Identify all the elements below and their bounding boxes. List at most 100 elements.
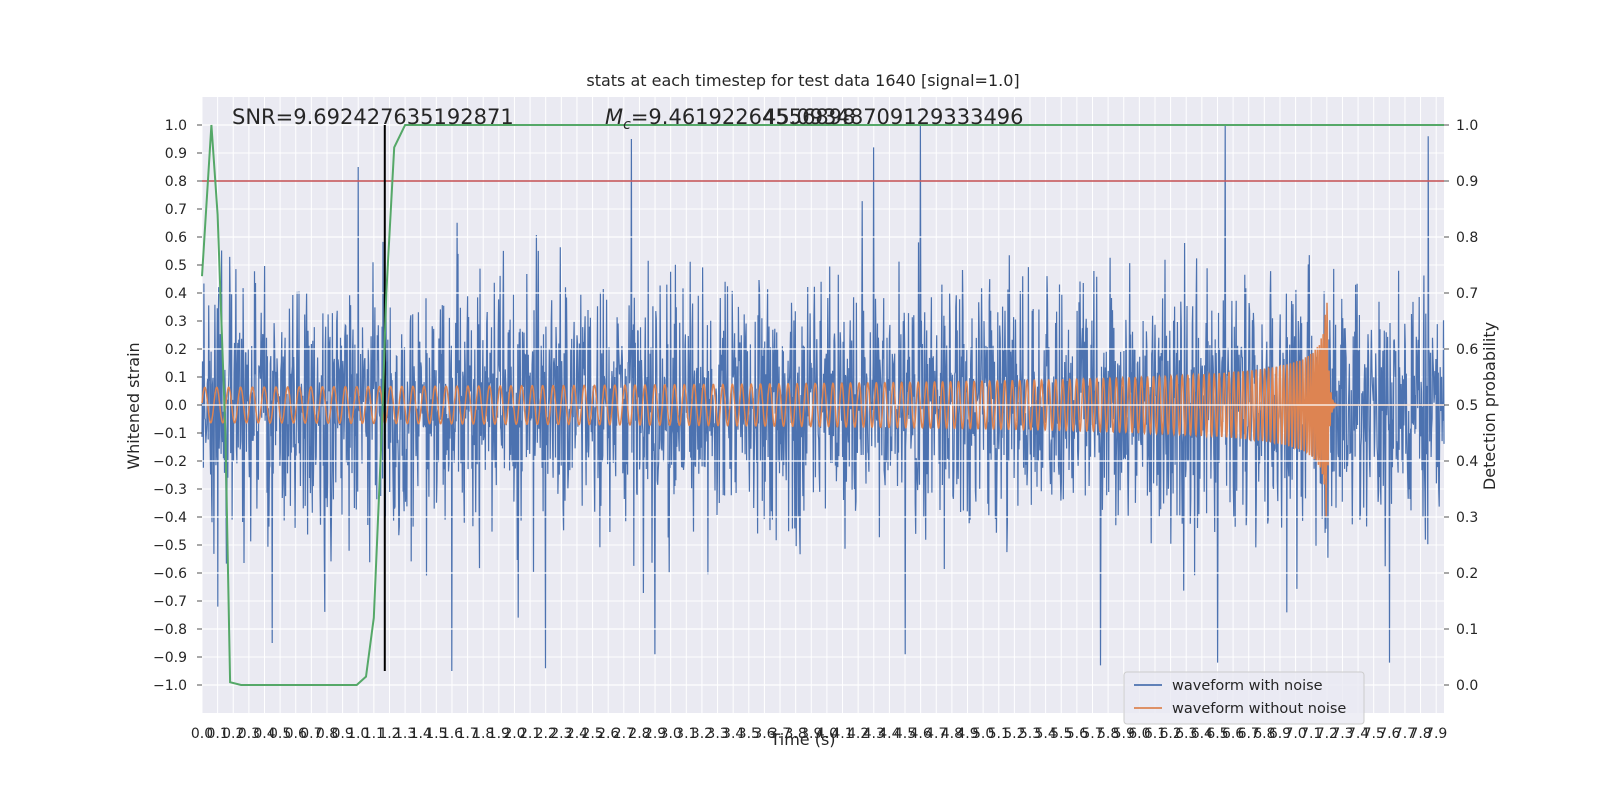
y-tick-label: 0.5	[165, 258, 187, 274]
y-tick-label: −0.4	[153, 510, 187, 526]
x-tick-label: 0.2	[222, 726, 244, 742]
x-tick-label: 3.4	[722, 726, 744, 742]
y2-tick-label: 0.6	[1456, 342, 1478, 358]
x-tick-label: 5.0	[972, 726, 994, 742]
x-tick-label: 0.4	[253, 726, 275, 742]
x-tick-label: 4.0	[816, 726, 838, 742]
y-tick-label: 0.4	[165, 286, 187, 302]
x-tick-label: 2.9	[644, 726, 666, 742]
y-tick-label: −0.1	[153, 426, 187, 442]
x-tick-label: 3.6	[753, 726, 775, 742]
x-tick-label: 4.5	[894, 726, 916, 742]
y-axis-ticks: −1.0 −0.9 −0.8 −0.7 −0.6 −0.5 −0.4 −0.3 −0.2 −0.1…	[153, 118, 202, 694]
x-tick-label: 0.9	[331, 726, 353, 742]
x-tick-label: 0.6	[285, 726, 307, 742]
x-tick-label: 2.5	[581, 726, 603, 742]
y-tick-label: 0.8	[165, 174, 187, 190]
y-tick-label: 1.0	[165, 118, 187, 134]
x-tick-label: 4.4	[878, 726, 900, 742]
x-tick-label: 0.1	[206, 726, 228, 742]
y2-tick-label: 1.0	[1456, 118, 1478, 134]
x-tick-label: 2.6	[597, 726, 619, 742]
y-tick-label: −0.9	[153, 650, 187, 666]
y2-tick-label: 0.2	[1456, 566, 1478, 582]
y-tick-label: −0.5	[153, 538, 187, 554]
x-tick-label: 1.0	[347, 726, 369, 742]
clean-waveform-line	[201, 302, 1444, 517]
x-tick-label: 6.3	[1175, 726, 1197, 742]
y-tick-label: 0.6	[165, 230, 187, 246]
x-tick-label: 3.9	[800, 726, 822, 742]
x-tick-label: 7.1	[1300, 726, 1322, 742]
y-tick-label: −0.3	[153, 482, 187, 498]
y2-tick-label: 0.4	[1456, 454, 1478, 470]
y2-tick-label: 0.7	[1456, 286, 1478, 302]
x-tick-label: 1.2	[378, 726, 400, 742]
x-tick-label: 2.2	[535, 726, 557, 742]
legend-label-noise: waveform with noise	[1172, 678, 1323, 694]
x-tick-label: 6.1	[1144, 726, 1166, 742]
x-tick-label: 6.9	[1269, 726, 1291, 742]
x-tick-label: 6.2	[1159, 726, 1181, 742]
x-tick-label: 7.8	[1409, 726, 1431, 742]
x-tick-label: 7.2	[1316, 726, 1338, 742]
y-tick-label: 0.3	[165, 314, 187, 330]
x-tick-label: 1.8	[472, 726, 494, 742]
x-tick-label: 7.6	[1378, 726, 1400, 742]
x-tick-label: 3.8	[785, 726, 807, 742]
x-tick-label: 4.2	[847, 726, 869, 742]
x-tick-label: 5.2	[1003, 726, 1025, 742]
y2-tick-label: 0.9	[1456, 174, 1478, 190]
y2-tick-label: 0.5	[1456, 398, 1478, 414]
y2-axis-ticks: 0.0 0.1 0.2 0.3 0.4 0.5 0.6 0.7 0.8 0.9 1.0	[1444, 118, 1478, 694]
x-tick-label: 2.8	[628, 726, 650, 742]
detection-probability-line	[201, 124, 1444, 686]
y2-tick-label: 0.8	[1456, 230, 1478, 246]
x-tick-label: 2.4	[566, 726, 588, 742]
x-tick-label: 3.7	[769, 726, 791, 742]
x-tick-label: 3.2	[691, 726, 713, 742]
y-tick-label: −0.8	[153, 622, 187, 638]
x-tick-label: 7.4	[1347, 726, 1369, 742]
y2-tick-label: 0.3	[1456, 510, 1478, 526]
x-tick-label: 1.6	[441, 726, 463, 742]
x-tick-label: 4.8	[941, 726, 963, 742]
y-tick-label: 0.1	[165, 370, 187, 386]
snr-annotation: SNR=9.692427635192871	[232, 105, 514, 129]
x-tick-label: 4.7	[925, 726, 947, 742]
x-tick-label: 7.9	[1425, 726, 1447, 742]
chirp-mass-symbol: M	[605, 105, 623, 129]
y-axis-label: Whitened strain	[124, 342, 143, 469]
x-tick-label: 5.5	[1050, 726, 1072, 742]
x-tick-label: 5.6	[1066, 726, 1088, 742]
x-tick-label: 5.1	[988, 726, 1010, 742]
x-tick-label: 6.7	[1238, 726, 1260, 742]
x-tick-label: 7.7	[1394, 726, 1416, 742]
y-tick-label: 0.7	[165, 202, 187, 218]
x-tick-label: 5.9	[1113, 726, 1135, 742]
x-tick-label: 4.6	[910, 726, 932, 742]
x-tick-label: 2.1	[519, 726, 541, 742]
y-tick-label: 0.9	[165, 146, 187, 162]
x-tick-label: 5.7	[1081, 726, 1103, 742]
y-tick-label: −0.7	[153, 594, 187, 610]
x-tick-label: 2.3	[550, 726, 572, 742]
y-tick-label: −0.2	[153, 454, 187, 470]
x-tick-label: 6.5	[1206, 726, 1228, 742]
x-tick-label: 3.1	[675, 726, 697, 742]
y2-axis-label: Detection probability	[1480, 322, 1499, 490]
x-tick-label: 5.8	[1097, 726, 1119, 742]
legend-label-clean: waveform without noise	[1172, 701, 1346, 717]
x-tick-label: 0.0	[191, 726, 213, 742]
x-tick-label: 4.3	[863, 726, 885, 742]
y2-tick-label: 0.0	[1456, 678, 1478, 694]
legend: waveform with noise waveform without noi…	[1123, 671, 1365, 725]
x-tick-label: 7.5	[1363, 726, 1385, 742]
x-tick-label: 6.8	[1253, 726, 1275, 742]
overlap-annotation: 45.09348709129333496	[763, 105, 1024, 129]
x-tick-label: 1.7	[456, 726, 478, 742]
chirp-mass-subscript: c	[623, 117, 631, 133]
x-tick-label: 4.1	[831, 726, 853, 742]
chirp-mass-value: =9.46192264556898	[631, 105, 856, 129]
